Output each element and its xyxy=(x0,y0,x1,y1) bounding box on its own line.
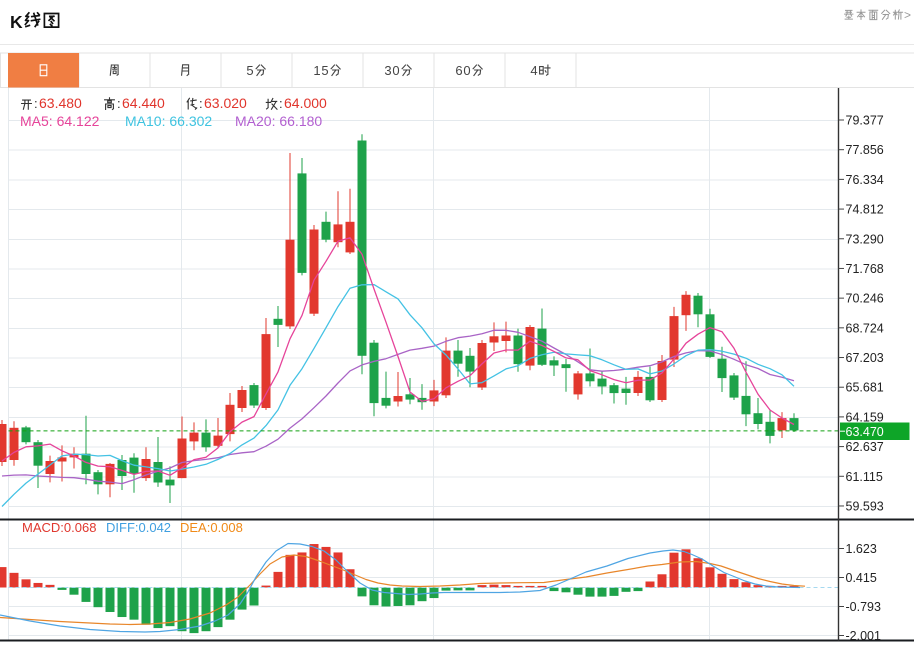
svg-text:62.637: 62.637 xyxy=(846,440,884,454)
svg-text:0: 0 xyxy=(463,63,470,78)
svg-text:63.020: 63.020 xyxy=(204,95,247,111)
svg-text:64.000: 64.000 xyxy=(284,95,327,111)
svg-text:DIFF:0.042: DIFF:0.042 xyxy=(106,520,171,535)
svg-text:0.415: 0.415 xyxy=(846,571,877,585)
svg-text:77.856: 77.856 xyxy=(846,143,884,157)
svg-text::: : xyxy=(34,96,38,111)
svg-text:K: K xyxy=(10,12,23,32)
svg-text:MACD:0.068: MACD:0.068 xyxy=(22,520,96,535)
svg-text:64.440: 64.440 xyxy=(122,95,165,111)
svg-text:-0.793: -0.793 xyxy=(846,600,881,614)
svg-text:73.290: 73.290 xyxy=(846,232,884,246)
svg-text:3: 3 xyxy=(384,63,391,78)
svg-text:59.593: 59.593 xyxy=(846,500,884,514)
svg-text:5: 5 xyxy=(321,63,328,78)
svg-text::: : xyxy=(199,96,203,111)
svg-text:71.768: 71.768 xyxy=(846,262,884,276)
svg-text:63.480: 63.480 xyxy=(39,95,82,111)
svg-text:MA5: 64.122: MA5: 64.122 xyxy=(20,113,100,129)
svg-text:1: 1 xyxy=(313,63,320,78)
svg-text:>: > xyxy=(904,8,911,22)
svg-text:5: 5 xyxy=(246,63,253,78)
svg-text::: : xyxy=(117,96,121,111)
svg-text:61.115: 61.115 xyxy=(846,470,883,484)
svg-text:0: 0 xyxy=(392,63,399,78)
svg-text::: : xyxy=(279,96,283,111)
svg-text:4: 4 xyxy=(530,63,537,78)
svg-text:65.681: 65.681 xyxy=(846,381,884,395)
svg-text:76.334: 76.334 xyxy=(846,173,884,187)
svg-text:74.812: 74.812 xyxy=(846,203,884,217)
svg-text:68.724: 68.724 xyxy=(846,321,884,335)
svg-text:67.203: 67.203 xyxy=(846,351,884,365)
svg-text:63.470: 63.470 xyxy=(846,425,884,439)
svg-text:-2.001: -2.001 xyxy=(846,629,881,643)
svg-text:MA10: 66.302: MA10: 66.302 xyxy=(125,113,212,129)
svg-text:70.246: 70.246 xyxy=(846,292,884,306)
svg-text:6: 6 xyxy=(455,63,462,78)
svg-text:DEA:0.008: DEA:0.008 xyxy=(180,520,243,535)
svg-text:79.377: 79.377 xyxy=(846,114,884,128)
svg-text:1.623: 1.623 xyxy=(846,542,877,556)
svg-text:MA20: 66.180: MA20: 66.180 xyxy=(235,113,322,129)
svg-text:64.159: 64.159 xyxy=(846,410,884,424)
